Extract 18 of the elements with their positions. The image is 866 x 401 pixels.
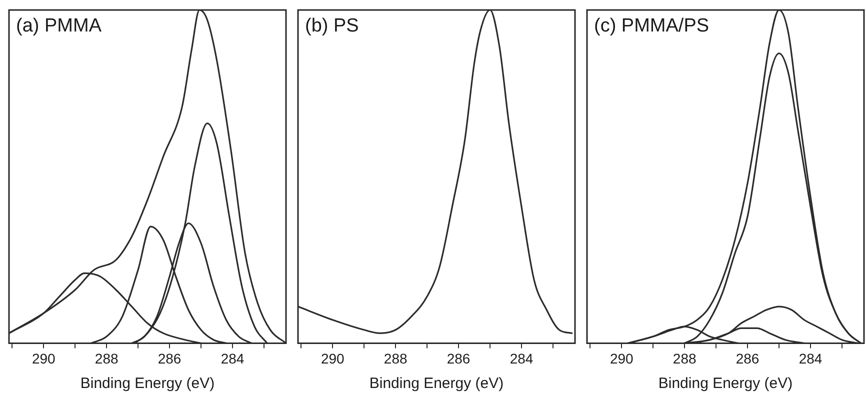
x-tick-label: 290 (32, 350, 56, 366)
x-tick-label: 284 (798, 350, 822, 366)
x-axis-title: Binding Energy (eV) (80, 375, 215, 392)
x-axis-title: Binding Energy (eV) (369, 375, 504, 392)
x-tick-label: 286 (736, 350, 760, 366)
x-tick-label: 288 (94, 350, 118, 366)
chart-title: (a) PMMA (16, 16, 102, 37)
x-tick-label: 284 (510, 350, 534, 366)
chart-title: (b) PS (305, 16, 359, 37)
x-tick-label: 290 (610, 350, 634, 366)
chart-title: (c) PMMA/PS (594, 16, 710, 37)
x-tick-label: 286 (158, 350, 182, 366)
x-tick-label: 288 (672, 350, 696, 366)
x-tick-label: 288 (384, 350, 408, 366)
x-tick-label: 284 (220, 350, 244, 366)
x-tick-label: 286 (446, 350, 470, 366)
x-tick-label: 290 (320, 350, 345, 366)
x-axis-title: Binding Energy (eV) (658, 375, 793, 392)
